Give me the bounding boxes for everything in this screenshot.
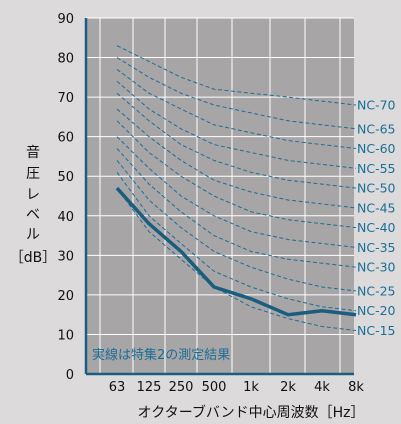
y-tick-label: 20 — [57, 289, 74, 304]
series-label: NC-55 — [357, 161, 396, 176]
x-axis-title: オクターブバンド中心周波数［Hz］ — [138, 404, 365, 421]
series-label: NC-70 — [357, 98, 396, 113]
series-label: NC-65 — [357, 121, 396, 136]
y-axis-title-char: ル — [26, 227, 40, 243]
y-tick-labels: 0 10 20 30 40 50 60 70 80 90 — [57, 12, 74, 383]
series-lines — [115, 45, 357, 331]
series-label: NC-40 — [357, 220, 396, 235]
x-tick-labels: 63 125 250 500 1k 2k 4k 8k — [109, 380, 365, 395]
nc-curve-nc-15 — [116, 187, 357, 331]
y-axis-unit: ［dB］ — [10, 250, 57, 266]
nc-curve-nc-30 — [116, 148, 357, 268]
y-tick-label: 0 — [66, 368, 74, 383]
series-label: NC-20 — [357, 303, 396, 318]
x-tick-label: 250 — [169, 380, 194, 395]
nc-curve-nc-35 — [116, 136, 357, 248]
series-label: NC-35 — [357, 240, 396, 255]
series-label: NC-30 — [357, 260, 396, 275]
nc-curve-nc-70 — [116, 45, 357, 106]
x-tick-label: 4k — [314, 380, 330, 395]
nc-curve-nc-45 — [116, 108, 357, 209]
series-label: NC-25 — [357, 283, 396, 298]
plot-area — [86, 18, 354, 374]
y-axis-title-char: 音 — [26, 144, 40, 161]
y-tick-label: 90 — [57, 12, 74, 27]
y-tick-label: 30 — [57, 249, 74, 264]
y-axis-title-char: ベ — [26, 207, 40, 223]
nc-curve-nc-40 — [116, 120, 357, 229]
measured-line — [115, 186, 357, 317]
nc-curve-nc-20 — [116, 172, 357, 312]
series-label: NC-50 — [357, 181, 396, 196]
x-tick-label: 8k — [348, 380, 364, 395]
y-tick-label: 50 — [57, 170, 74, 185]
series-labels: NC-70 NC-65 NC-60 NC-55 NC-50 NC-45 NC-40 NC-35… — [357, 98, 396, 338]
series-label: NC-45 — [357, 200, 396, 215]
y-axis-title-char: レ — [26, 187, 40, 203]
x-tick-label: 63 — [109, 380, 126, 395]
x-tick-label: 2k — [280, 380, 296, 395]
y-tick-label: 70 — [57, 91, 74, 106]
x-tick-label: 125 — [137, 380, 162, 395]
nc-curve-nc-50 — [116, 92, 357, 189]
x-tick-label: 500 — [202, 380, 227, 395]
y-tick-label: 60 — [57, 131, 74, 146]
series-label: NC-15 — [357, 323, 396, 338]
nc-curve-nc-60 — [116, 68, 357, 149]
y-axis-title-char: 圧 — [26, 166, 40, 182]
y-tick-label: 10 — [57, 328, 74, 343]
nc-curve-nc-55 — [116, 80, 357, 169]
x-tick-label: 1k — [243, 380, 259, 395]
y-tick-label: 80 — [57, 52, 74, 67]
annotation-text: 実線は特集2の測定結果 — [92, 347, 230, 363]
series-label: NC-60 — [357, 141, 396, 156]
axes — [84, 18, 354, 376]
y-tick-label: 40 — [57, 210, 74, 225]
nc-curve-nc-65 — [116, 57, 357, 130]
nc-curve-nc-25 — [116, 160, 357, 292]
